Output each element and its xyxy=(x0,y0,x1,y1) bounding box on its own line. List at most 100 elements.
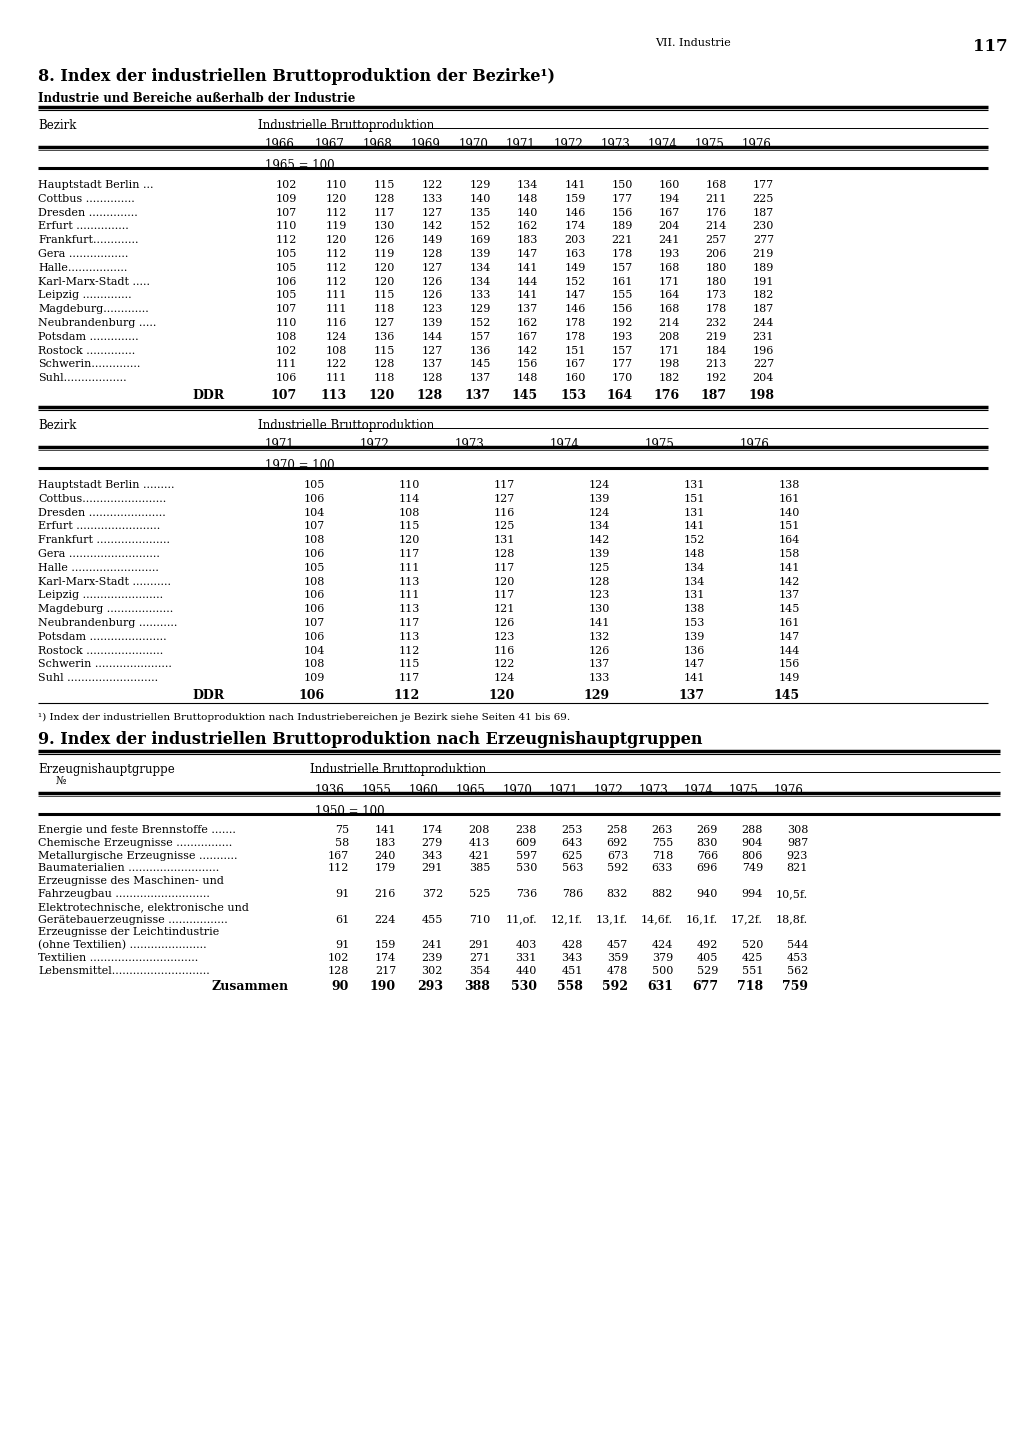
Text: 180: 180 xyxy=(706,263,727,273)
Text: 114: 114 xyxy=(398,494,420,503)
Text: 115: 115 xyxy=(398,660,420,669)
Text: 677: 677 xyxy=(692,980,718,993)
Text: 109: 109 xyxy=(275,193,297,204)
Text: 136: 136 xyxy=(684,646,705,656)
Text: 131: 131 xyxy=(684,480,705,490)
Text: 372: 372 xyxy=(422,888,443,899)
Text: 193: 193 xyxy=(658,249,680,259)
Text: 126: 126 xyxy=(494,618,515,628)
Text: 177: 177 xyxy=(612,193,633,204)
Text: 18,8f.: 18,8f. xyxy=(776,915,808,925)
Text: 696: 696 xyxy=(696,864,718,874)
Text: 170: 170 xyxy=(611,374,633,384)
Text: 806: 806 xyxy=(741,851,763,861)
Text: Industrie und Bereiche außerhalb der Industrie: Industrie und Bereiche außerhalb der Ind… xyxy=(38,92,355,105)
Text: 130: 130 xyxy=(589,605,610,614)
Text: 106: 106 xyxy=(304,605,325,614)
Text: 111: 111 xyxy=(326,291,347,301)
Text: 128: 128 xyxy=(374,193,395,204)
Text: 821: 821 xyxy=(786,864,808,874)
Text: 288: 288 xyxy=(741,824,763,835)
Text: 529: 529 xyxy=(696,965,718,976)
Text: 424: 424 xyxy=(651,941,673,951)
Text: 403: 403 xyxy=(516,941,537,951)
Text: 204: 204 xyxy=(753,374,774,384)
Text: 113: 113 xyxy=(398,632,420,641)
Text: 178: 178 xyxy=(706,304,727,314)
Text: 17,2f.: 17,2f. xyxy=(731,915,763,925)
Text: 244: 244 xyxy=(753,318,774,329)
Text: Dresden ......................: Dresden ...................... xyxy=(38,507,166,518)
Text: 104: 104 xyxy=(304,646,325,656)
Text: 107: 107 xyxy=(270,390,297,401)
Text: 178: 178 xyxy=(611,249,633,259)
Text: 122: 122 xyxy=(422,180,443,190)
Text: 1936: 1936 xyxy=(315,784,345,797)
Text: 155: 155 xyxy=(611,291,633,301)
Text: 142: 142 xyxy=(517,346,538,356)
Text: 115: 115 xyxy=(374,291,395,301)
Text: 141: 141 xyxy=(684,522,705,531)
Text: Rostock ..............: Rostock .............. xyxy=(38,346,135,356)
Text: 1975: 1975 xyxy=(729,784,759,797)
Text: 179: 179 xyxy=(375,864,396,874)
Text: 128: 128 xyxy=(328,965,349,976)
Text: 144: 144 xyxy=(422,332,443,342)
Text: 116: 116 xyxy=(494,507,515,518)
Text: 150: 150 xyxy=(611,180,633,190)
Text: 120: 120 xyxy=(494,577,515,586)
Text: 1976: 1976 xyxy=(742,138,772,151)
Text: 161: 161 xyxy=(778,494,800,503)
Text: 174: 174 xyxy=(422,824,443,835)
Text: 120: 120 xyxy=(398,535,420,545)
Text: 58: 58 xyxy=(335,838,349,848)
Text: 1972: 1972 xyxy=(554,138,584,151)
Text: 1968: 1968 xyxy=(362,138,393,151)
Text: 530: 530 xyxy=(511,980,537,993)
Text: 749: 749 xyxy=(741,864,763,874)
Text: 119: 119 xyxy=(374,249,395,259)
Text: 124: 124 xyxy=(589,480,610,490)
Text: 631: 631 xyxy=(647,980,673,993)
Text: 112: 112 xyxy=(326,263,347,273)
Text: 271: 271 xyxy=(469,952,490,963)
Text: 105: 105 xyxy=(275,291,297,301)
Text: 178: 178 xyxy=(565,318,586,329)
Text: 1972: 1972 xyxy=(360,438,390,451)
Text: 105: 105 xyxy=(304,480,325,490)
Text: 126: 126 xyxy=(589,646,610,656)
Text: 451: 451 xyxy=(561,965,583,976)
Text: 129: 129 xyxy=(584,689,610,702)
Text: 128: 128 xyxy=(417,390,443,401)
Text: 125: 125 xyxy=(589,563,610,573)
Text: 152: 152 xyxy=(564,276,586,286)
Text: 194: 194 xyxy=(658,193,680,204)
Text: 544: 544 xyxy=(786,941,808,951)
Text: 128: 128 xyxy=(422,249,443,259)
Text: 343: 343 xyxy=(422,851,443,861)
Text: 190: 190 xyxy=(370,980,396,993)
Text: 263: 263 xyxy=(651,824,673,835)
Text: 116: 116 xyxy=(494,646,515,656)
Text: 258: 258 xyxy=(606,824,628,835)
Text: 138: 138 xyxy=(684,605,705,614)
Text: 203: 203 xyxy=(564,236,586,246)
Text: 904: 904 xyxy=(741,838,763,848)
Text: 177: 177 xyxy=(612,359,633,369)
Text: 354: 354 xyxy=(469,965,490,976)
Text: 1975: 1975 xyxy=(695,138,725,151)
Text: 123: 123 xyxy=(589,590,610,601)
Text: 455: 455 xyxy=(422,915,443,925)
Text: 253: 253 xyxy=(561,824,583,835)
Text: 1960: 1960 xyxy=(409,784,439,797)
Text: Schwerin..............: Schwerin.............. xyxy=(38,359,140,369)
Text: 196: 196 xyxy=(753,346,774,356)
Text: 428: 428 xyxy=(561,941,583,951)
Text: 633: 633 xyxy=(651,864,673,874)
Text: 625: 625 xyxy=(561,851,583,861)
Text: VII. Industrie: VII. Industrie xyxy=(655,38,731,48)
Text: 110: 110 xyxy=(275,221,297,231)
Text: 112: 112 xyxy=(398,646,420,656)
Text: 563: 563 xyxy=(561,864,583,874)
Text: 718: 718 xyxy=(651,851,673,861)
